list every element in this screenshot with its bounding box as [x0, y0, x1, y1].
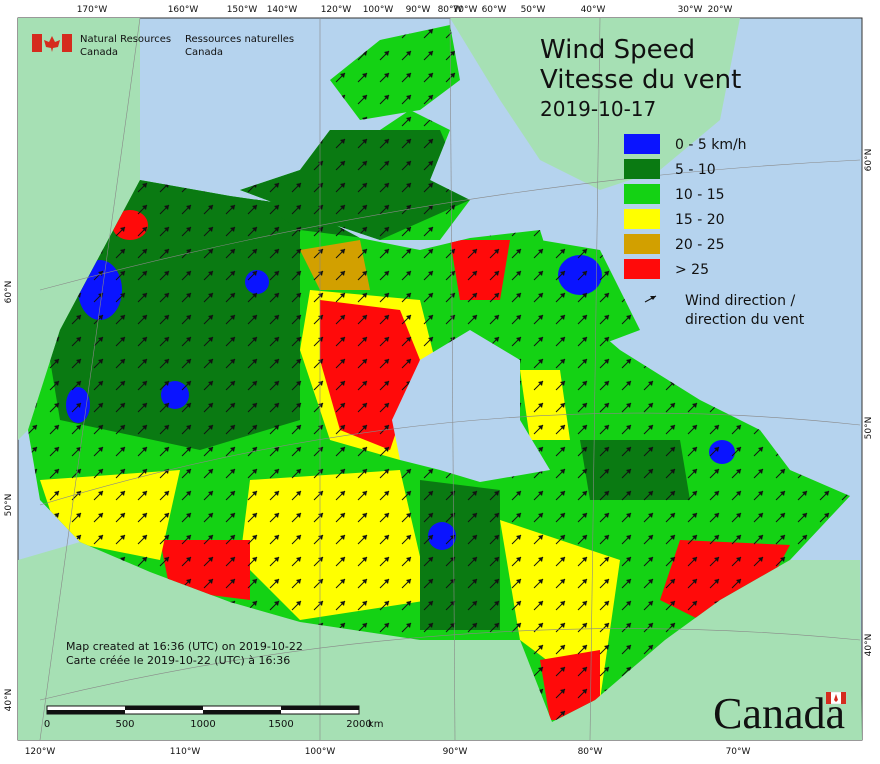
graticule-bottom: 100°W [305, 747, 336, 757]
direction-legend: Wind direction / direction du vent [644, 293, 805, 328]
legend-label: 0 - 5 km/h [675, 137, 747, 153]
graticule-bottom: 90°W [443, 747, 468, 757]
graticule-top: 40°W [581, 5, 606, 15]
wordmark-flag [825, 691, 847, 705]
graticule-top: 140°W [267, 5, 298, 15]
legend-label: 10 - 15 [675, 187, 725, 203]
graticule-right: 60°N [864, 149, 874, 172]
graticule [39, 17, 861, 741]
legend-swatch [624, 134, 660, 154]
scale-label: 1000 [190, 719, 215, 730]
graticule-bottom: 70°W [726, 747, 751, 757]
graticule-top: 90°W [406, 5, 431, 15]
scale-bar [46, 705, 360, 715]
direction-label: direction du vent [685, 312, 805, 328]
graticule-top: 30°W [678, 5, 703, 15]
legend-label: > 25 [675, 262, 709, 278]
scale-unit: km [368, 719, 384, 730]
legend: 0 - 5 km/h 5 - 10 10 - 15 15 - 20 20 - 25 > 2… [624, 134, 747, 279]
graticule-top: 160°W [168, 5, 199, 15]
agency-en: Canada [80, 47, 118, 58]
legend-label: 15 - 20 [675, 212, 725, 228]
legend-swatch [624, 184, 660, 204]
graticule-top: 20°W [708, 5, 733, 15]
graticule-bottom: 80°W [578, 747, 603, 757]
legend-swatch [624, 209, 660, 229]
title-en: Wind Speed [540, 35, 695, 65]
graticule-top: 100°W [363, 5, 394, 15]
agency-en: Natural Resources [80, 34, 171, 45]
legend-label: 5 - 10 [675, 162, 716, 178]
graticule-right: 50°N [864, 417, 874, 440]
graticule-left: 40°N [4, 689, 14, 712]
legend-swatch [624, 234, 660, 254]
graticule-top: 50°W [521, 5, 546, 15]
scale-label: 0 [44, 719, 50, 730]
graticule-bottom: 120°W [25, 747, 56, 757]
graticule-left: 50°N [4, 494, 14, 517]
graticule-labels: 170°W 160°W 150°W 140°W 120°W 100°W 90°W 80°W70… [4, 5, 874, 757]
graticule-top: 70°W [453, 5, 478, 15]
direction-label: Wind direction / [685, 293, 795, 309]
graticule-right: 40°N [864, 634, 874, 657]
hudson-bay [392, 330, 550, 482]
title-date: 2019-10-17 [540, 97, 656, 121]
greenland [450, 18, 740, 190]
agency-fr: Canada [185, 47, 223, 58]
logo [32, 34, 72, 52]
graticule-top: 60°W [482, 5, 507, 15]
graticule-top: 150°W [227, 5, 258, 15]
scale-label: 1500 [268, 719, 293, 730]
agency-fr: Ressources naturelles [185, 34, 294, 45]
legend-label: 20 - 25 [675, 237, 725, 253]
scale-label: 2000 [346, 719, 371, 730]
graticule-left: 60°N [4, 281, 14, 304]
scale-labels: 0 500 1000 1500 2000 [44, 719, 372, 730]
legend-swatch [624, 159, 660, 179]
legend-swatch [624, 259, 660, 279]
graticule-top: 80°W [438, 5, 463, 15]
title-fr: Vitesse du vent [540, 65, 741, 95]
wordmark: Canada [713, 689, 845, 738]
usa [18, 542, 862, 740]
graticule-bottom: 110°W [170, 747, 201, 757]
note: Map created at 16:36 (UTC) on 2019-10-22 [66, 640, 303, 653]
note: Carte créée le 2019-10-22 (UTC) à 16:36 [66, 654, 290, 667]
scale-label: 500 [115, 719, 134, 730]
graticule-top: 170°W [77, 5, 108, 15]
graticule-top: 120°W [321, 5, 352, 15]
alaska [18, 18, 140, 440]
